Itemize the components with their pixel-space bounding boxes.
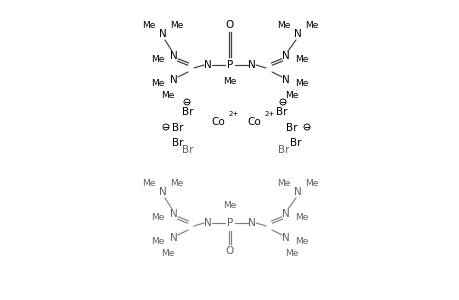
Text: Me: Me [161, 92, 174, 100]
Text: Br: Br [172, 123, 183, 133]
Text: Me: Me [151, 79, 164, 88]
Text: Co: Co [211, 117, 224, 127]
Text: Me: Me [305, 20, 318, 29]
Text: P: P [226, 60, 233, 70]
Text: Me: Me [305, 178, 318, 188]
Text: Me: Me [295, 79, 308, 88]
Text: N: N [170, 75, 178, 85]
Text: Me: Me [223, 77, 236, 86]
Text: N: N [281, 209, 289, 219]
Text: N: N [204, 60, 212, 70]
Text: Me: Me [285, 92, 298, 100]
Text: N: N [159, 187, 167, 197]
Text: Me: Me [223, 202, 236, 211]
Text: Me: Me [277, 20, 290, 29]
Text: P: P [226, 218, 233, 228]
Text: Br: Br [285, 123, 297, 133]
Text: Br: Br [290, 138, 301, 148]
Text: 2+: 2+ [229, 111, 239, 117]
Text: N: N [281, 51, 289, 61]
Text: N: N [159, 29, 167, 39]
Text: Br: Br [278, 145, 289, 155]
Text: Co: Co [246, 117, 260, 127]
Text: Me: Me [151, 212, 164, 221]
Text: Me: Me [170, 20, 183, 29]
Text: N: N [170, 209, 178, 219]
Text: Br: Br [276, 107, 287, 117]
Text: Me: Me [142, 178, 155, 188]
Text: N: N [247, 60, 255, 70]
Text: Br: Br [182, 107, 193, 117]
Text: N: N [293, 187, 301, 197]
Text: O: O [225, 246, 234, 256]
Text: N: N [293, 29, 301, 39]
Text: N: N [204, 218, 212, 228]
Text: Me: Me [142, 20, 155, 29]
Text: O: O [225, 20, 234, 30]
Text: Me: Me [277, 178, 290, 188]
Text: Me: Me [285, 250, 298, 259]
Text: Me: Me [151, 236, 164, 245]
Text: Me: Me [161, 250, 174, 259]
Text: N: N [247, 218, 255, 228]
Text: 2+: 2+ [264, 111, 274, 117]
Text: N: N [170, 233, 178, 243]
Text: N: N [281, 75, 289, 85]
Text: Br: Br [172, 138, 183, 148]
Text: Me: Me [295, 55, 308, 64]
Text: N: N [170, 51, 178, 61]
Text: Me: Me [170, 178, 183, 188]
Text: Me: Me [295, 236, 308, 245]
Text: Me: Me [295, 212, 308, 221]
Text: Me: Me [151, 55, 164, 64]
Text: Br: Br [182, 145, 193, 155]
Text: N: N [281, 233, 289, 243]
